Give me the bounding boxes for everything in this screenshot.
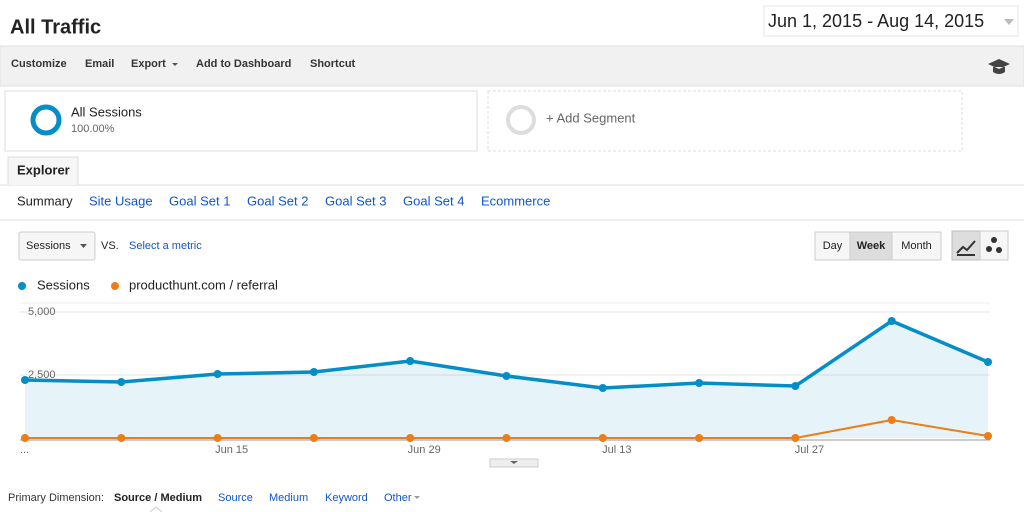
motion-chart-button[interactable] (979, 230, 1009, 261)
toolbar-item[interactable]: Customize (11, 58, 67, 70)
academy-icon[interactable] (988, 59, 1010, 74)
segment-name: All Sessions (71, 104, 142, 119)
dimension-option[interactable]: Keyword (325, 492, 368, 504)
subtab[interactable]: Goal Set 4 (403, 193, 464, 208)
period-label[interactable]: Month (901, 240, 932, 252)
subtab[interactable]: Summary (17, 193, 73, 208)
select-metric[interactable]: Select a metric (129, 240, 202, 252)
metric-dropdown[interactable] (18, 231, 96, 261)
data-point[interactable] (502, 434, 511, 442)
tab[interactable]: Explorer (17, 162, 70, 177)
legend-label: Sessions (37, 277, 90, 292)
legend-label: producthunt.com / referral (129, 277, 278, 292)
data-point[interactable] (309, 368, 318, 377)
period-button[interactable] (849, 231, 893, 261)
motion-chart-icon (986, 237, 1002, 253)
dimension-label: Primary Dimension: (8, 492, 104, 504)
data-point[interactable] (213, 369, 222, 378)
period-button[interactable] (891, 231, 942, 261)
export-caret (172, 63, 178, 66)
dimension-option[interactable]: Source / Medium (114, 492, 202, 504)
subtab[interactable]: Goal Set 1 (169, 193, 230, 208)
other-caret (414, 496, 420, 499)
toolbar-item[interactable]: Email (85, 58, 114, 70)
x-tick-label: ... (20, 444, 29, 456)
subtab[interactable]: Ecommerce (481, 193, 550, 208)
data-point[interactable] (695, 378, 704, 387)
data-point[interactable] (213, 434, 222, 442)
tab-box (7, 156, 79, 185)
data-point[interactable] (406, 434, 415, 442)
data-point[interactable] (598, 434, 607, 442)
data-point[interactable] (21, 375, 29, 384)
primary-dimension: Primary Dimension: Source / Medium Source M… (8, 492, 420, 512)
data-point[interactable] (309, 434, 318, 442)
line-chart-icon (956, 240, 976, 256)
dimension-option[interactable]: Other (384, 492, 412, 504)
data-point[interactable] (502, 372, 511, 381)
data-point[interactable] (887, 316, 896, 325)
subtab[interactable]: Goal Set 3 (325, 193, 386, 208)
chart: 2,500 5,000... Jun 15 Jun 29 Jul 13 Jul 27 Ses… (18, 277, 992, 456)
period-buttons: Day Week Month (814, 231, 942, 261)
data-point[interactable] (406, 356, 415, 365)
x-tick-label: Jul 27 (795, 444, 824, 456)
data-point[interactable] (695, 434, 704, 442)
data-point[interactable] (984, 432, 992, 441)
subtabs: Summary Site Usage Goal Set 1 Goal Set 2 Goa… (17, 193, 550, 208)
toolbar-item[interactable]: Add to Dashboard (196, 58, 291, 70)
add-segment[interactable]: + Add Segment (546, 110, 636, 125)
dimension-option[interactable]: Source (218, 492, 253, 504)
x-tick-label: Jun 15 (215, 444, 248, 456)
dimension-option[interactable]: Medium (269, 492, 308, 504)
segment-donut (30, 104, 62, 136)
data-point[interactable] (21, 434, 29, 442)
handle-caret (510, 461, 518, 464)
legend-dot (18, 282, 26, 290)
x-tick-label: Jun 29 (408, 444, 441, 456)
toolbar-bg (0, 45, 1024, 87)
subtab[interactable]: Site Usage (89, 193, 153, 208)
period-label[interactable]: Week (857, 240, 886, 252)
subtab[interactable]: Goal Set 2 (247, 193, 308, 208)
metric[interactable]: Sessions (26, 240, 71, 252)
legend-dot (111, 282, 119, 290)
data-point[interactable] (117, 434, 126, 442)
data-point[interactable] (117, 378, 126, 387)
period-label[interactable]: Day (823, 240, 843, 252)
selected-pointer (149, 506, 163, 512)
toolbar-item[interactable]: Export (131, 58, 166, 70)
add-segment-circle (506, 105, 536, 135)
y-tick-label: 5,000 (28, 306, 56, 318)
y-tick-label: 2,500 (28, 369, 56, 381)
vs: VS. (101, 240, 119, 252)
add-segment-box[interactable] (487, 90, 963, 152)
toolbar-item[interactable]: Shortcut (310, 58, 356, 70)
metric-caret (80, 244, 87, 248)
data-point[interactable] (887, 416, 896, 425)
data-point[interactable] (598, 384, 607, 393)
segment-box[interactable] (4, 90, 478, 152)
page-title: All Traffic (10, 16, 101, 38)
x-tick-label: Jul 13 (602, 444, 631, 456)
date-range[interactable]: Jun 1, 2015 - Aug 14, 2015 (768, 11, 984, 31)
segment-percent: 100.00% (71, 123, 115, 135)
date-range-box[interactable] (763, 5, 1019, 37)
data-point[interactable] (791, 434, 800, 442)
toolbar: Customize Email Export Add to Dashboard Shor… (11, 58, 356, 70)
data-point[interactable] (791, 382, 800, 391)
data-point[interactable] (984, 357, 992, 366)
date-caret (1004, 19, 1014, 25)
